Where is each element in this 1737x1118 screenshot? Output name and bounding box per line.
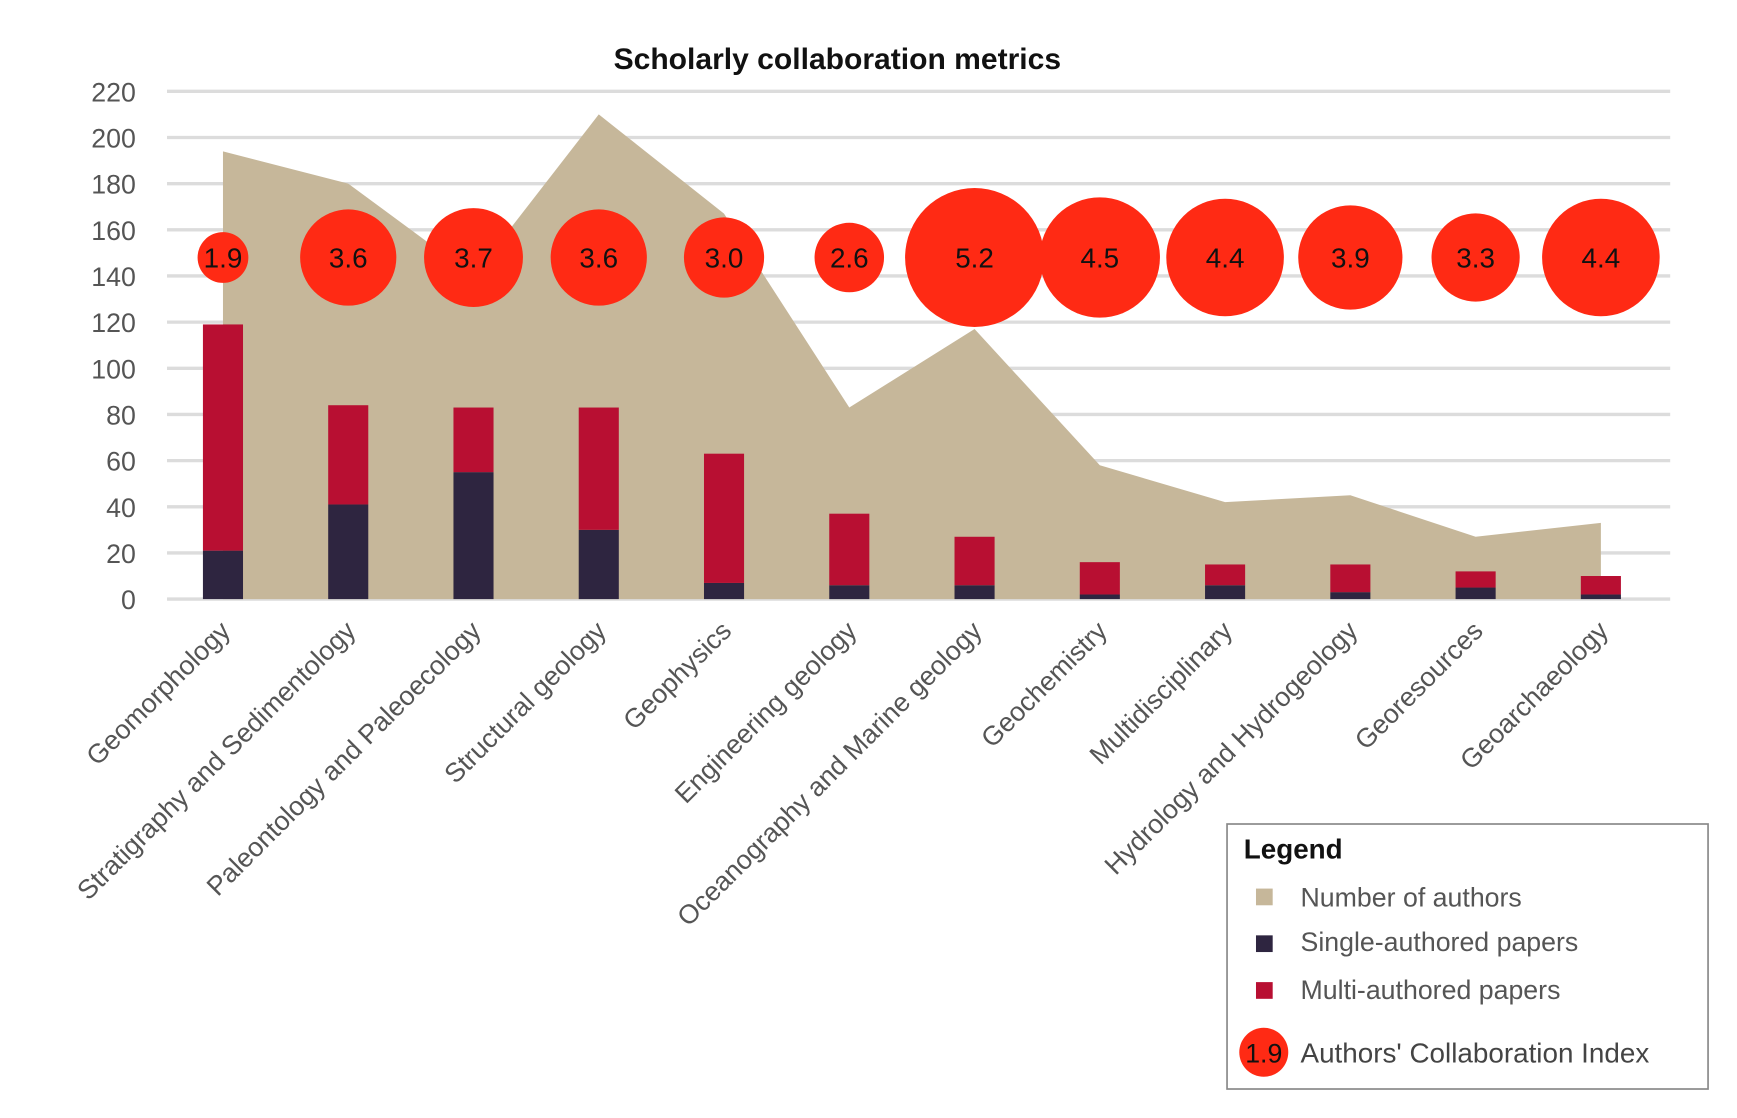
aci-bubble: [550, 209, 647, 306]
single-authored-bar: [202, 550, 244, 600]
single-authored-bar: [328, 504, 369, 600]
single-authored-bar: [1580, 594, 1621, 600]
single-authored-bar: [1455, 587, 1496, 600]
aci-bubble: [1039, 197, 1160, 318]
y-tick-label: 100: [91, 354, 136, 384]
legend-label-authors: Number of authors: [1301, 882, 1522, 912]
multi-authored-bar: [703, 453, 745, 583]
aci-bubble-label: 3.0: [705, 243, 744, 274]
aci-bubble-label: 4.4: [1206, 243, 1245, 274]
aci-bubble-label: 4.4: [1582, 243, 1621, 274]
multi-authored-bar: [829, 513, 870, 586]
aci-bubble-label: 3.3: [1456, 243, 1495, 274]
aci-bubble-label: 2.6: [830, 243, 869, 274]
x-category-label: Geochemistry: [975, 615, 1113, 753]
chart-title: Scholarly collaboration metrics: [614, 43, 1062, 76]
legend-title: Legend: [1244, 834, 1343, 865]
single-authored-bar: [829, 585, 870, 600]
multi-authored-bar: [1205, 564, 1246, 586]
y-tick-label: 0: [121, 585, 136, 615]
aci-bubble-label: 1.9: [204, 243, 243, 274]
single-authored-bar: [954, 585, 995, 600]
legend-swatch-single: [1255, 935, 1273, 953]
multi-authored-bar: [453, 407, 494, 473]
aci-bubble-label: 3.9: [1331, 243, 1370, 274]
aci-bubble-label: 5.2: [955, 243, 994, 274]
authors-area: [222, 114, 1601, 600]
legend-label-multi: Multi-authored papers: [1301, 975, 1561, 1005]
multi-authored-bar: [202, 324, 244, 551]
legend-bubble: [1239, 1027, 1289, 1077]
aci-bubble: [905, 188, 1045, 327]
aci-bubble-label: 3.6: [329, 243, 368, 274]
multi-authored-bar: [328, 405, 369, 505]
aci-bubble: [1431, 213, 1520, 302]
y-tick-label: 160: [91, 216, 136, 246]
aci-bubble: [424, 208, 523, 307]
aci-bubble-label: 3.7: [454, 243, 493, 274]
aci-bubble: [300, 209, 397, 306]
aci-bubble: [1166, 198, 1284, 317]
multi-authored-bar: [578, 407, 619, 530]
aci-bubble: [1542, 198, 1660, 317]
y-tick-label: 80: [106, 400, 136, 430]
aci-bubble: [1298, 205, 1403, 310]
y-tick-label: 60: [106, 447, 136, 477]
legend-bubble-label: 1.9: [1245, 1038, 1282, 1068]
multi-authored-bar: [954, 536, 995, 586]
aci-bubble: [814, 222, 885, 293]
single-authored-bar: [578, 529, 619, 600]
multi-authored-bar: [1079, 562, 1120, 595]
y-tick-label: 200: [91, 124, 136, 154]
aci-bubble-label: 3.6: [579, 243, 618, 274]
single-authored-bar: [1079, 594, 1120, 600]
aci-bubble: [683, 217, 765, 298]
y-tick-label: 180: [91, 170, 136, 200]
single-authored-bar: [703, 582, 745, 600]
multi-authored-bar: [1330, 564, 1371, 593]
legend-swatch-multi: [1255, 982, 1273, 999]
legend-swatch-authors: [1255, 888, 1273, 906]
legend-label-single: Single-authored papers: [1301, 927, 1579, 957]
x-category-label: Georesources: [1349, 616, 1489, 756]
aci-bubble: [197, 232, 249, 283]
single-authored-bar: [1205, 585, 1246, 600]
y-tick-label: 140: [91, 262, 136, 292]
y-tick-label: 40: [106, 493, 136, 523]
legend-box: [1226, 823, 1709, 1090]
single-authored-bar: [1330, 592, 1371, 600]
legend: Legend Number of authors Single-authored…: [1226, 823, 1709, 1090]
y-tick-label: 20: [106, 539, 136, 569]
single-authored-bar: [453, 472, 494, 600]
aci-bubble-label: 4.5: [1080, 243, 1119, 274]
x-category-label: Paleontology and Paleoecology: [201, 615, 487, 901]
legend-label-aci: Authors' Collaboration Index: [1301, 1037, 1650, 1068]
x-category-label: Geophysics: [617, 616, 737, 736]
multi-authored-bar: [1455, 571, 1496, 588]
multi-authored-bar: [1580, 576, 1621, 595]
y-tick-label: 220: [91, 77, 136, 107]
x-category-label: Stratigraphy and Sedimentology: [71, 615, 362, 906]
y-tick-label: 120: [91, 308, 136, 338]
